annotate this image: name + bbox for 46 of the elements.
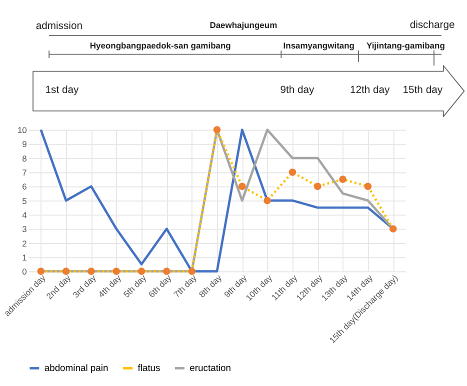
point bbox=[88, 268, 95, 275]
point bbox=[339, 176, 346, 183]
y-tick-label: 5 bbox=[22, 196, 28, 206]
point bbox=[138, 268, 146, 275]
point bbox=[288, 168, 296, 176]
point bbox=[112, 268, 120, 275]
text: 1st day bbox=[45, 84, 80, 96]
x-tick-label: 8th day bbox=[196, 272, 224, 300]
point bbox=[264, 196, 271, 204]
y-tick-label: 9 bbox=[22, 139, 28, 150]
text: Insamyangwitang bbox=[283, 40, 354, 51]
text: 12th day bbox=[350, 84, 391, 96]
x-tick-label: 2nd day bbox=[44, 272, 74, 302]
point bbox=[188, 268, 196, 275]
text: 15th day bbox=[402, 84, 444, 96]
point bbox=[62, 268, 70, 275]
text: admission bbox=[36, 20, 83, 32]
point bbox=[238, 182, 246, 190]
point bbox=[213, 126, 221, 134]
y-tick-label: 2 bbox=[22, 238, 28, 248]
text: Yijintang-gamibang bbox=[366, 40, 445, 51]
legend-label: flatus bbox=[138, 362, 161, 374]
point bbox=[364, 182, 372, 190]
point bbox=[37, 268, 45, 275]
x-tick-label: 5th day bbox=[121, 272, 149, 300]
x-tick-label: 6th day bbox=[146, 272, 174, 300]
text: Hyeongbangpaedok-san gamibang bbox=[90, 40, 231, 51]
y-tick-label: 10 bbox=[17, 125, 28, 136]
point bbox=[314, 182, 322, 190]
y-tick-label: 1 bbox=[22, 252, 28, 262]
y-tick-label: 8 bbox=[22, 153, 28, 164]
text: Daewhajungeum bbox=[210, 20, 278, 30]
x-tick-label: 4th day bbox=[96, 272, 124, 300]
y-tick-label: 7 bbox=[22, 168, 28, 178]
y-tick-label: 6 bbox=[22, 182, 28, 192]
y-tick-label: 4 bbox=[22, 210, 28, 220]
point bbox=[389, 225, 397, 232]
y-tick-label: 0 bbox=[22, 266, 28, 277]
point bbox=[163, 268, 170, 275]
legend-label: eructation bbox=[190, 362, 232, 374]
text: discharge bbox=[410, 20, 455, 31]
x-tick-label: 7th day bbox=[172, 272, 199, 300]
legend-label: abdominal pain bbox=[44, 362, 108, 374]
text: 9th day bbox=[280, 84, 315, 96]
y-tick-label: 3 bbox=[22, 224, 28, 234]
x-tick-label: 3rd day bbox=[70, 272, 98, 300]
